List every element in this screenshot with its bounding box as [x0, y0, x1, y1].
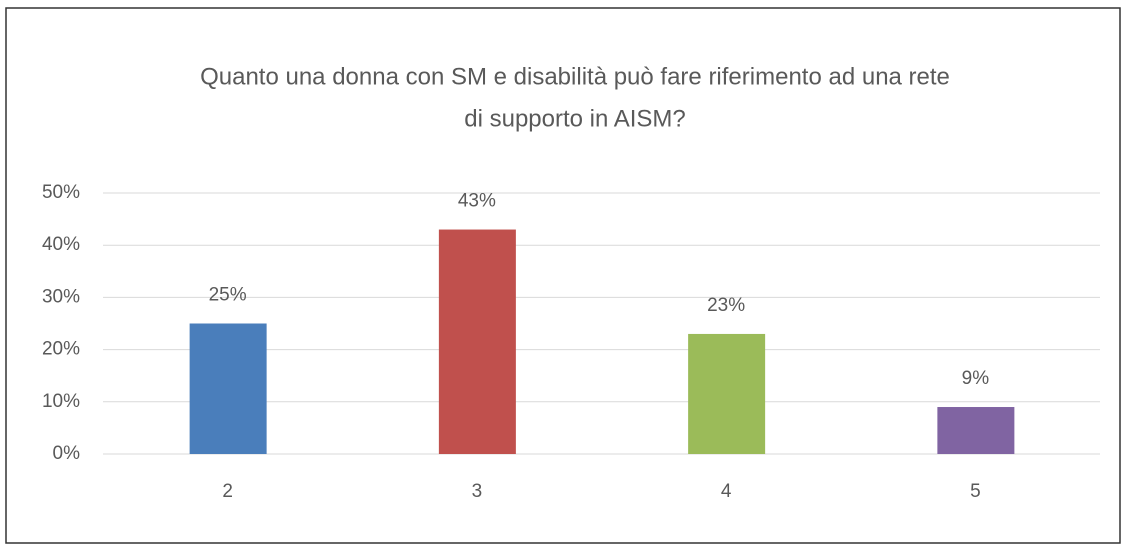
data-label: 23%: [707, 295, 745, 316]
bar: [688, 333, 766, 454]
data-label: 9%: [962, 368, 990, 389]
x-tick-label: 2: [222, 481, 233, 502]
chart-title: di supporto in AISM?: [464, 105, 685, 132]
data-label: 25%: [209, 285, 247, 306]
bar: [937, 407, 1015, 454]
y-tick-label: 0%: [53, 443, 81, 464]
bar: [189, 323, 267, 454]
x-tick-label: 3: [472, 481, 483, 502]
y-tick-label: 50%: [42, 182, 80, 203]
y-tick-label: 10%: [42, 391, 80, 412]
y-tick-label: 20%: [42, 339, 80, 360]
x-tick-label: 5: [970, 481, 981, 502]
bar: [438, 229, 516, 454]
y-tick-label: 40%: [42, 234, 80, 255]
y-tick-label: 30%: [42, 286, 80, 307]
chart-title: Quanto una donna con SM e disabilità può…: [200, 63, 950, 90]
data-label: 43%: [458, 191, 496, 212]
x-tick-label: 4: [721, 481, 732, 502]
